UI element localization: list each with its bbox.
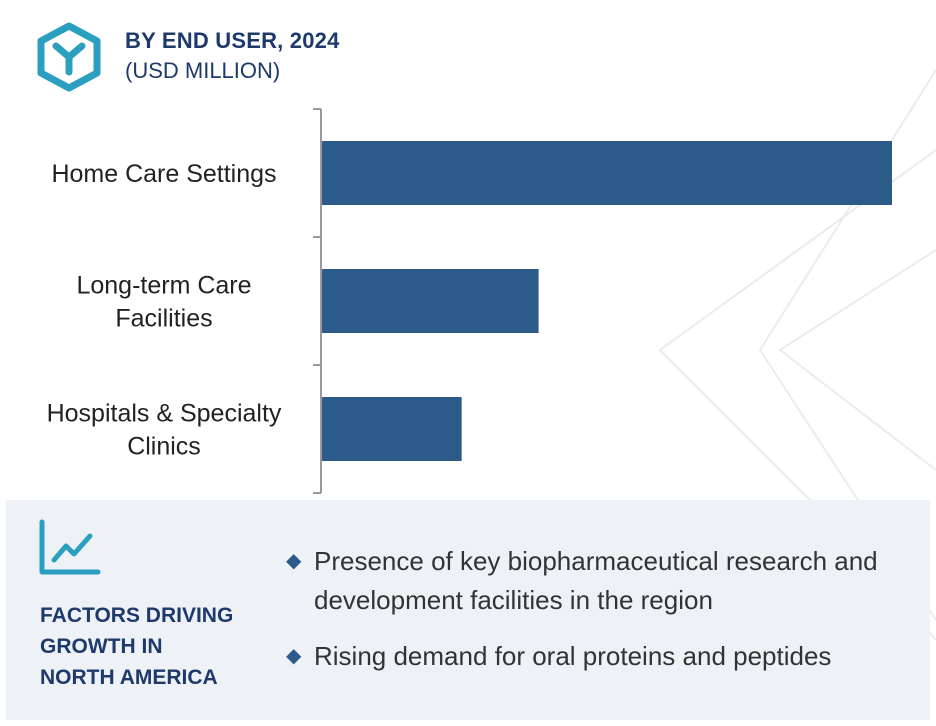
line-chart-icon [39, 519, 101, 575]
category-label-line: Long-term Care [76, 272, 251, 300]
bar [322, 141, 892, 205]
bar [322, 397, 462, 461]
bar-chart: Home Care Settings Long-term Care Faciliti… [47, 108, 892, 494]
factors-panel: FACTORS DRIVING GROWTH IN NORTH AMERICA … [6, 500, 930, 720]
category-label-line: Facilities [115, 305, 212, 333]
category-label: Long-term Care Facilities [76, 272, 251, 333]
factor-text: Rising demand for oral proteins and pept… [314, 641, 832, 671]
factors-heading-line: GROWTH IN [40, 635, 163, 658]
category-label: Home Care Settings [51, 160, 276, 188]
chart-title: BY END USER, 2024 [125, 28, 340, 53]
bar [322, 269, 539, 333]
category-label: Hospitals & Specialty Clinics [47, 400, 282, 461]
diamond-bullet-icon: ◆ [286, 645, 302, 667]
category-label-line: Clinics [127, 433, 201, 461]
factor-item: ◆ Rising demand for oral proteins and pe… [286, 637, 916, 676]
factors-heading-line: NORTH AMERICA [40, 666, 218, 689]
chart-subtitle: (USD MILLION) [125, 58, 281, 83]
factor-text: Presence of key biopharmaceutical resear… [314, 546, 878, 615]
hexagon-y-logo-icon [37, 22, 101, 92]
category-label-line: Hospitals & Specialty [47, 400, 282, 428]
factors-list: ◆ Presence of key biopharmaceutical rese… [286, 542, 916, 693]
category-label-line: Home Care Settings [51, 160, 276, 188]
factors-heading-line: FACTORS DRIVING [40, 604, 234, 627]
factor-item: ◆ Presence of key biopharmaceutical rese… [286, 542, 916, 620]
diamond-bullet-icon: ◆ [286, 550, 302, 572]
factors-heading: FACTORS DRIVING GROWTH IN NORTH AMERICA [40, 600, 270, 693]
